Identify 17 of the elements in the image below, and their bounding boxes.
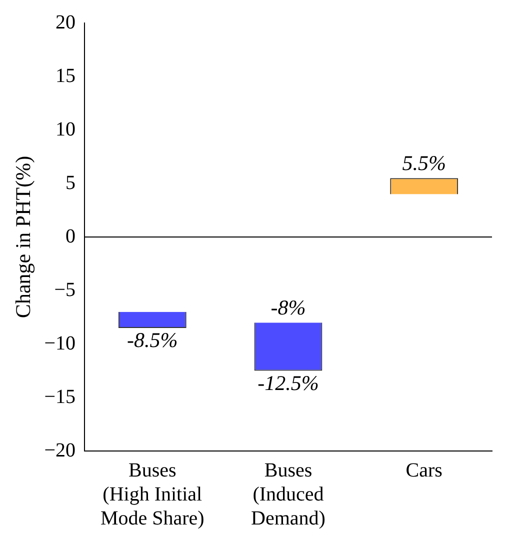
x-tick-label: Buses (Induced Demand) <box>251 459 326 530</box>
y-tick-label: 10 <box>55 118 76 140</box>
y-tick-label: 15 <box>55 64 76 87</box>
y-tick-label: −10 <box>44 332 76 354</box>
y-tick-label: 0 <box>65 225 76 248</box>
data-label: 5.5% <box>402 151 446 176</box>
y-tick-label: 20 <box>55 11 76 34</box>
y-axis-title: Change in PHT(%) <box>11 156 36 318</box>
y-tick-label: −20 <box>44 439 76 462</box>
x-tick-label: Buses (High Initial Mode Share) <box>100 459 204 530</box>
data-label: -8.5% <box>127 328 178 352</box>
y-tick-label: −5 <box>54 278 76 301</box>
y-tick-label: −15 <box>44 386 76 408</box>
annotation: -8% <box>270 296 306 320</box>
x-tick-label: Cars <box>406 459 443 482</box>
data-label: -12.5% <box>258 370 319 395</box>
y-tick-label: 5 <box>65 172 76 194</box>
